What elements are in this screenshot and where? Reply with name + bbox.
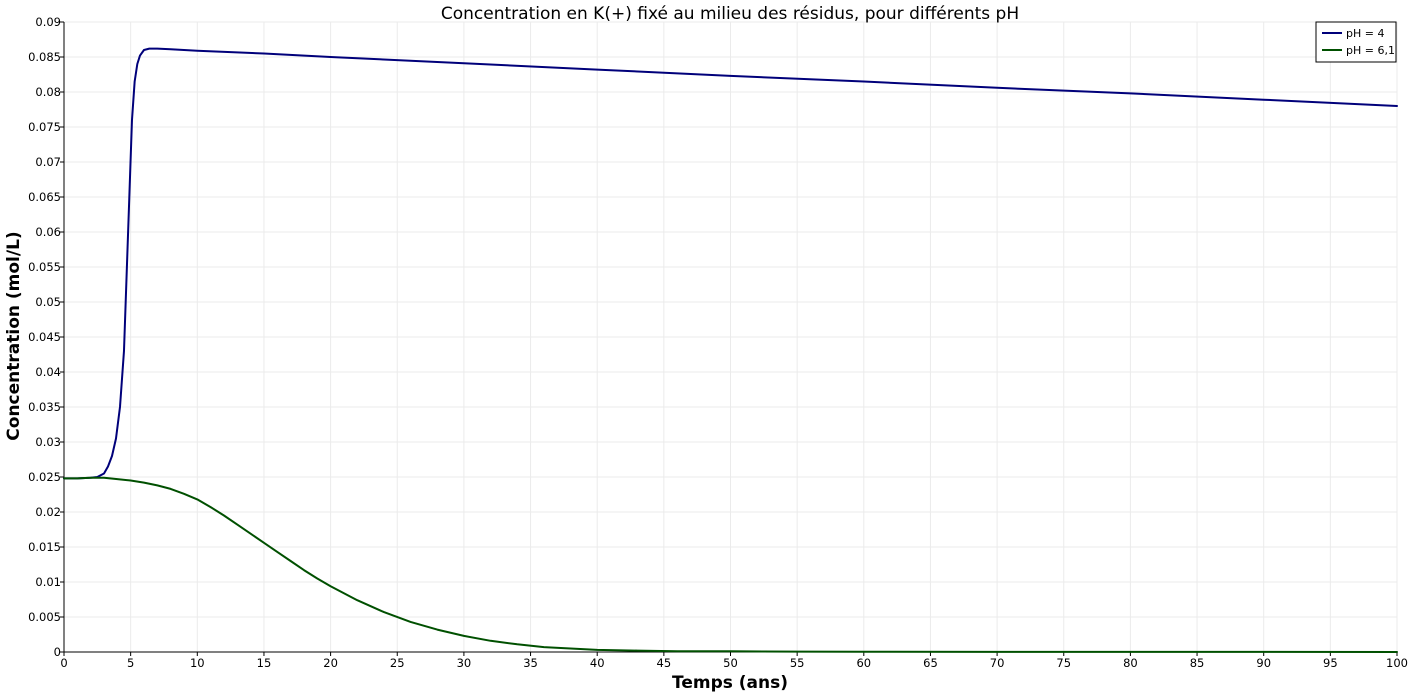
y-tick-label: 0.03 bbox=[35, 435, 61, 449]
y-tick-label: 0.045 bbox=[28, 330, 61, 344]
x-tick-label: 15 bbox=[257, 656, 272, 670]
x-tick-label: 50 bbox=[723, 656, 738, 670]
legend: pH = 4 pH = 6,1 bbox=[1315, 21, 1397, 63]
y-tick-label: 0.02 bbox=[35, 505, 61, 519]
y-tick-label: 0.005 bbox=[28, 610, 61, 624]
y-tick-label: 0.065 bbox=[28, 190, 61, 204]
grid bbox=[63, 21, 1398, 653]
series-layer bbox=[63, 47, 1398, 653]
y-tick-label: 0.01 bbox=[35, 575, 61, 589]
y-tick-label: 0.04 bbox=[35, 365, 61, 379]
y-axis-label: Concentration (mol/L) bbox=[4, 231, 24, 440]
series-line-1 bbox=[63, 47, 1398, 480]
y-tick-label: 0.05 bbox=[35, 295, 61, 309]
x-tick-label: 20 bbox=[323, 656, 338, 670]
y-tick-label: 0.055 bbox=[28, 260, 61, 274]
x-tick-label: 95 bbox=[1323, 656, 1338, 670]
x-tick-label: 25 bbox=[390, 656, 405, 670]
ticks: 0 5 10 15 20 25 30 35 40 45 50 55 60 65 70 75 80 85 90 95 10… bbox=[28, 15, 1408, 670]
y-tick-label: 0.085 bbox=[28, 50, 61, 64]
x-tick-label: 0 bbox=[60, 656, 67, 670]
y-tick-label: 0.09 bbox=[35, 15, 61, 29]
x-tick-label: 55 bbox=[790, 656, 805, 670]
y-tick-label: 0 bbox=[54, 645, 61, 659]
x-tick-label: 80 bbox=[1123, 656, 1138, 670]
chart-title: Concentration en K(+) fixé au milieu des… bbox=[441, 4, 1019, 24]
x-tick-label: 65 bbox=[923, 656, 938, 670]
x-tick-label: 45 bbox=[657, 656, 672, 670]
x-tick-label: 10 bbox=[190, 656, 205, 670]
y-tick-label: 0.015 bbox=[28, 540, 61, 554]
legend-label: pH = 4 bbox=[1346, 27, 1384, 40]
x-tick-label: 40 bbox=[590, 656, 605, 670]
legend-label: pH = 6,1 bbox=[1346, 44, 1395, 57]
x-tick-label: 85 bbox=[1190, 656, 1205, 670]
y-tick-label: 0.06 bbox=[35, 225, 61, 239]
x-tick-label: 35 bbox=[523, 656, 538, 670]
y-tick-label: 0.025 bbox=[28, 470, 61, 484]
x-tick-label: 100 bbox=[1386, 656, 1408, 670]
x-tick-label: 75 bbox=[1056, 656, 1071, 670]
x-tick-label: 60 bbox=[856, 656, 871, 670]
x-tick-label: 70 bbox=[990, 656, 1005, 670]
x-tick-label: 5 bbox=[127, 656, 134, 670]
y-tick-label: 0.07 bbox=[35, 155, 61, 169]
series-line-2 bbox=[63, 476, 1398, 653]
legend-box bbox=[1315, 21, 1397, 63]
x-tick-label: 30 bbox=[457, 656, 472, 670]
x-tick-label: 90 bbox=[1256, 656, 1271, 670]
y-tick-label: 0.075 bbox=[28, 120, 61, 134]
x-axis-label: Temps (ans) bbox=[672, 673, 788, 693]
y-tick-label: 0.08 bbox=[35, 85, 61, 99]
y-tick-label: 0.035 bbox=[28, 400, 61, 414]
